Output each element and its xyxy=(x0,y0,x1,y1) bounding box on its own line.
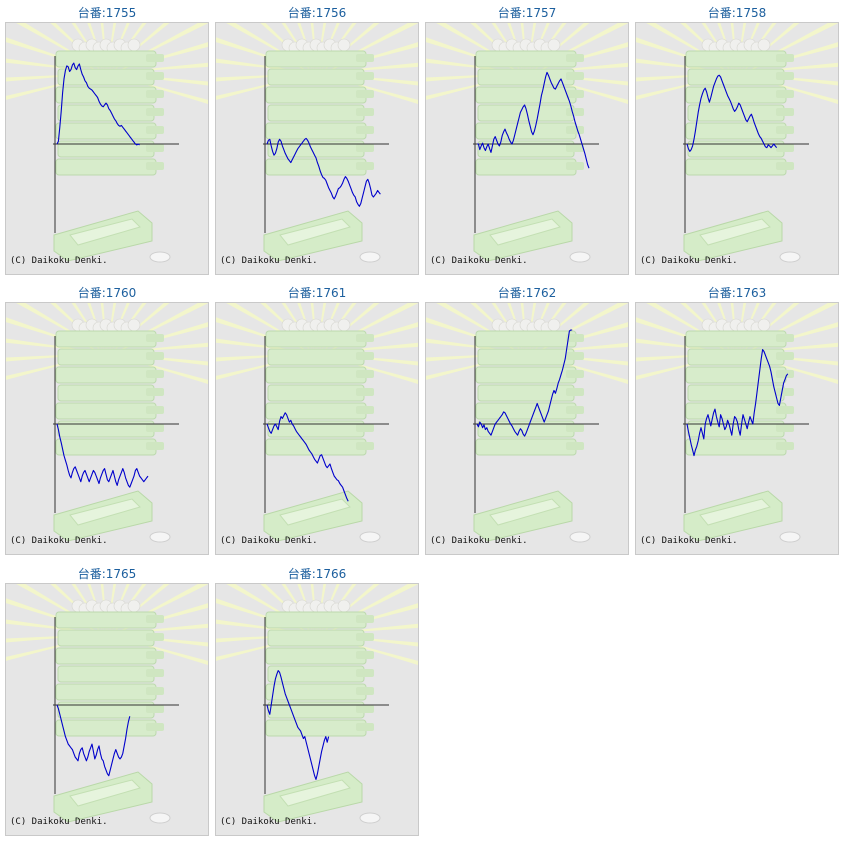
series-line xyxy=(686,349,789,457)
copyright-text: (C) Daikoku Denki. xyxy=(640,536,738,546)
chart-frame: (C) Daikoku Denki. xyxy=(5,583,209,836)
chart-svg xyxy=(6,584,208,824)
chart-frame: (C) Daikoku Denki. xyxy=(5,302,209,555)
chart-panel: 台番:1756 (C) Daikoku Denki. xyxy=(215,0,419,275)
machine-background xyxy=(636,23,838,263)
machine-background xyxy=(6,584,208,824)
machine-background xyxy=(426,23,628,263)
chart-title-link[interactable]: 台番:1756 xyxy=(287,6,347,20)
chart-title-link[interactable]: 台番:1766 xyxy=(287,567,347,581)
chart-title-link[interactable]: 台番:1755 xyxy=(77,6,137,20)
chart-frame: (C) Daikoku Denki. xyxy=(425,302,629,555)
chart-title-link[interactable]: 台番:1765 xyxy=(77,567,137,581)
chart-frame: (C) Daikoku Denki. xyxy=(425,22,629,275)
machine-background xyxy=(216,303,418,543)
series-line xyxy=(56,704,131,777)
chart-frame: (C) Daikoku Denki. xyxy=(215,583,419,836)
machine-background xyxy=(426,303,628,543)
chart-frame: (C) Daikoku Denki. xyxy=(5,22,209,275)
machine-background xyxy=(6,23,208,263)
chart-panel: 台番:1755 (C) Daikoku Denki. xyxy=(5,0,209,275)
chart-panel: 台番:1766 (C) Daikoku Denki. xyxy=(215,561,419,836)
chart-title-link[interactable]: 台番:1762 xyxy=(497,286,557,300)
chart-title-link[interactable]: 台番:1763 xyxy=(707,286,767,300)
series-line xyxy=(266,137,381,207)
copyright-text: (C) Daikoku Denki. xyxy=(220,256,318,266)
chart-panel: 台番:1762 (C) Daikoku Denki. xyxy=(425,280,629,555)
copyright-text: (C) Daikoku Denki. xyxy=(220,536,318,546)
copyright-text: (C) Daikoku Denki. xyxy=(10,256,108,266)
chart-title-link[interactable]: 台番:1757 xyxy=(497,6,557,20)
series-line xyxy=(56,423,149,488)
chart-panel: 台番:1760 (C) Daikoku Denki. xyxy=(5,280,209,555)
chart-panel: 台番:1763 (C) Daikoku Denki. xyxy=(635,280,839,555)
chart-svg xyxy=(426,303,628,543)
copyright-text: (C) Daikoku Denki. xyxy=(10,817,108,827)
chart-panel: 台番:1765 (C) Daikoku Denki. xyxy=(5,561,209,836)
copyright-text: (C) Daikoku Denki. xyxy=(430,536,528,546)
chart-frame: (C) Daikoku Denki. xyxy=(635,302,839,555)
chart-svg xyxy=(216,303,418,543)
chart-panel: 台番:1757 (C) Daikoku Denki. xyxy=(425,0,629,275)
machine-background xyxy=(6,303,208,543)
chart-panel: 台番:1761 (C) Daikoku Denki. xyxy=(215,280,419,555)
series-line xyxy=(266,412,349,502)
chart-svg xyxy=(216,23,418,263)
copyright-text: (C) Daikoku Denki. xyxy=(10,536,108,546)
chart-title-link[interactable]: 台番:1761 xyxy=(287,286,347,300)
series-line xyxy=(56,62,140,146)
chart-panel: 台番:1758 (C) Daikoku Denki. xyxy=(635,0,839,275)
chart-svg xyxy=(636,303,838,543)
chart-svg xyxy=(6,23,208,263)
chart-title-link[interactable]: 台番:1758 xyxy=(707,6,767,20)
chart-svg xyxy=(6,303,208,543)
chart-frame: (C) Daikoku Denki. xyxy=(215,22,419,275)
copyright-text: (C) Daikoku Denki. xyxy=(640,256,738,266)
machine-background xyxy=(216,584,418,824)
chart-title-link[interactable]: 台番:1760 xyxy=(77,286,137,300)
series-line xyxy=(476,329,573,437)
series-line xyxy=(266,670,330,780)
copyright-text: (C) Daikoku Denki. xyxy=(220,817,318,827)
series-line xyxy=(477,71,590,169)
series-line xyxy=(686,74,778,152)
chart-svg xyxy=(426,23,628,263)
machine-background xyxy=(216,23,418,263)
machine-background xyxy=(636,303,838,543)
chart-svg xyxy=(216,584,418,824)
chart-frame: (C) Daikoku Denki. xyxy=(635,22,839,275)
chart-frame: (C) Daikoku Denki. xyxy=(215,302,419,555)
copyright-text: (C) Daikoku Denki. xyxy=(430,256,528,266)
chart-svg xyxy=(636,23,838,263)
